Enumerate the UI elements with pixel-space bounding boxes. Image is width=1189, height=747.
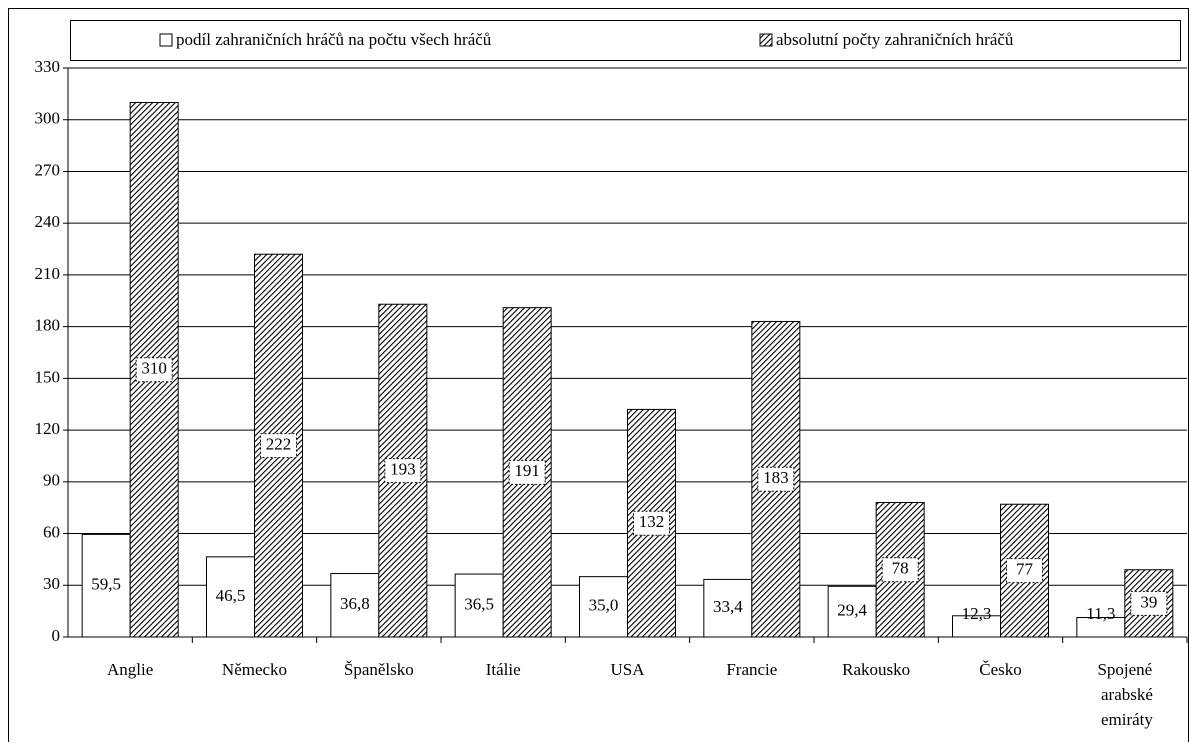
y-tick-label: 60 [43,522,60,541]
label-bg [757,466,795,492]
legend-label: absolutní počty zahraničních hráčů [776,30,1014,49]
label-bg [633,510,670,536]
data-label: 183 [763,468,789,487]
x-tick-label: Německo [222,660,287,679]
data-label: 12,3 [962,604,992,623]
data-label: 193 [390,460,416,479]
label-bg [135,357,173,383]
legend-marker [159,33,173,47]
bar [579,576,628,638]
data-label: 36,8 [340,594,370,613]
x-tick-label: Rakousko [842,660,910,679]
bar [827,585,877,638]
data-label: 29,4 [837,601,867,620]
bar [330,573,380,638]
x-tick-label: USA [610,660,645,679]
label-bg [260,433,297,459]
data-label: 59,5 [91,575,121,594]
data-label: 191 [514,461,540,480]
x-tick-label: Itálie [486,660,521,679]
label-bg [1006,558,1043,584]
y-tick-label: 300 [35,109,61,128]
data-label: 33,4 [713,597,743,616]
x-tick-label: Španělsko [344,660,414,679]
bar [703,578,753,638]
y-tick-label: 30 [43,574,60,593]
data-label: 11,3 [1086,604,1115,623]
data-label: 35,0 [589,596,619,615]
legend-label: podíl zahraničních hráčů na počtu všech … [176,30,492,49]
data-label: 222 [266,435,292,454]
x-tick-label: Spojené arabské emiráty [1097,660,1154,729]
label-bg [508,459,546,485]
y-tick-label: 270 [35,160,61,179]
data-label: 132 [639,512,665,531]
y-tick-label: 0 [52,626,61,645]
y-tick-label: 90 [43,471,60,490]
x-tick-label: Anglie [107,660,153,679]
y-tick-label: 240 [35,212,61,231]
data-label: 78 [892,559,909,578]
data-label: 46,5 [216,586,246,605]
label-bg [1130,590,1168,616]
y-tick-label: 330 [35,57,61,76]
y-tick-label: 180 [35,316,61,335]
data-label: 36,5 [464,594,494,613]
data-label: 77 [1016,560,1034,579]
data-label: 310 [141,359,167,378]
y-tick-label: 120 [35,419,61,438]
x-tick-label: Francie [726,660,777,679]
x-tick-label: Česko [979,660,1022,679]
y-tick-label: 150 [35,367,61,386]
label-bg [881,557,919,583]
label-bg [384,458,422,484]
bar [206,556,255,638]
y-tick-label: 210 [35,264,61,283]
data-label: 39 [1140,592,1157,611]
legend-marker [759,33,773,47]
legend-box [70,20,1181,61]
